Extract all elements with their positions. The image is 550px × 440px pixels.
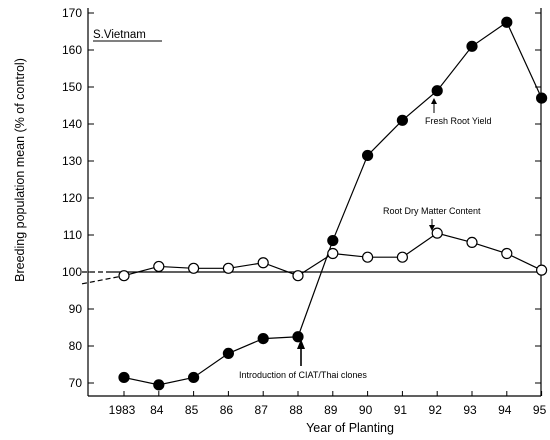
- root-dry-matter-point: [362, 251, 374, 263]
- y-tick-label: 90: [69, 302, 83, 316]
- y-tick-label: 110: [63, 228, 82, 242]
- y-tick-label: 130: [62, 154, 82, 168]
- series-layer: [118, 16, 548, 391]
- x-tick-label: 93: [463, 403, 477, 417]
- fresh-root-yield-line: [123, 21, 543, 386]
- root-dry-matter-point: [501, 247, 513, 260]
- root-dry-matter-point: [188, 262, 200, 274]
- root-dry-matter-point: [431, 227, 443, 239]
- root-dry-matter-point: [153, 260, 165, 273]
- root-dry-matter-label: Root Dry Matter Content: [383, 206, 481, 216]
- fresh-root-yield-point: [222, 347, 234, 359]
- y-axis-title: Breeding population mean (% of control): [13, 58, 27, 282]
- introduction-arrowhead: [297, 339, 305, 349]
- fresh-root-yield-point: [362, 149, 374, 162]
- x-tick-label: 84: [150, 403, 164, 417]
- y-tick-label: 160: [62, 43, 82, 57]
- root-dry-matter-point: [257, 257, 269, 269]
- trend-line-dashed: [81, 275, 125, 285]
- y-tick-label: 120: [62, 191, 82, 205]
- axes: 70 80 90 100 110 120 130 140 150 160 170 1983 84 85 86…: [13, 6, 547, 435]
- x-tick-label: 92: [429, 403, 443, 417]
- x-tick-label: 89: [324, 403, 338, 417]
- fresh-root-yield-point: [188, 371, 200, 384]
- x-tick-label: 86: [220, 403, 234, 417]
- root-dry-matter-point: [327, 247, 339, 260]
- root-dry-matter-point: [222, 262, 234, 274]
- fresh-root-yield-point: [153, 379, 165, 391]
- root-dry-matter-point: [118, 270, 130, 282]
- y-tick-label: 100: [62, 265, 82, 279]
- fresh-root-yield-arrowhead: [431, 98, 437, 104]
- x-axis-title: Year of Planting: [306, 421, 394, 435]
- x-tick-label: 95: [533, 403, 547, 417]
- chart-title: S.Vietnam: [93, 29, 146, 41]
- root-dry-matter-point: [396, 251, 408, 263]
- x-tick-label: 90: [359, 403, 373, 417]
- fresh-root-yield-point: [327, 234, 339, 247]
- fresh-root-yield-point: [118, 371, 130, 384]
- y-tick-label: 80: [69, 339, 83, 353]
- introduction-label: Introduction of CIAT/Thai clones: [239, 370, 367, 380]
- fresh-root-yield-point: [396, 114, 408, 126]
- root-dry-matter-point: [535, 264, 548, 276]
- x-tick-label: 85: [185, 403, 199, 417]
- root-dry-matter-point: [292, 270, 304, 282]
- x-tick-label: 88: [289, 403, 303, 417]
- x-tick-label: 94: [498, 403, 512, 417]
- y-tick-label: 170: [62, 6, 82, 20]
- x-tick-label: 1983: [109, 403, 136, 417]
- fresh-root-yield-point: [292, 331, 304, 343]
- root-dry-matter-arrowhead: [429, 225, 435, 231]
- fresh-root-yield-point: [466, 40, 478, 52]
- fresh-root-yield-label: Fresh Root Yield: [425, 116, 492, 126]
- x-tick-label: 87: [255, 403, 269, 417]
- fresh-root-yield-point: [501, 16, 513, 28]
- fresh-root-yield-point: [257, 333, 269, 345]
- y-tick-label: 70: [69, 376, 83, 390]
- y-tick-label: 140: [62, 117, 82, 131]
- x-tick-label: 91: [394, 403, 408, 417]
- root-dry-matter-point: [466, 236, 478, 248]
- y-tick-label: 150: [62, 80, 82, 94]
- fresh-root-yield-point: [535, 92, 548, 104]
- annotations: S.Vietnam Fresh Root Yield Root Dry Matt…: [93, 29, 492, 380]
- fresh-root-yield-point: [431, 85, 443, 97]
- reference-lines: [81, 271, 541, 285]
